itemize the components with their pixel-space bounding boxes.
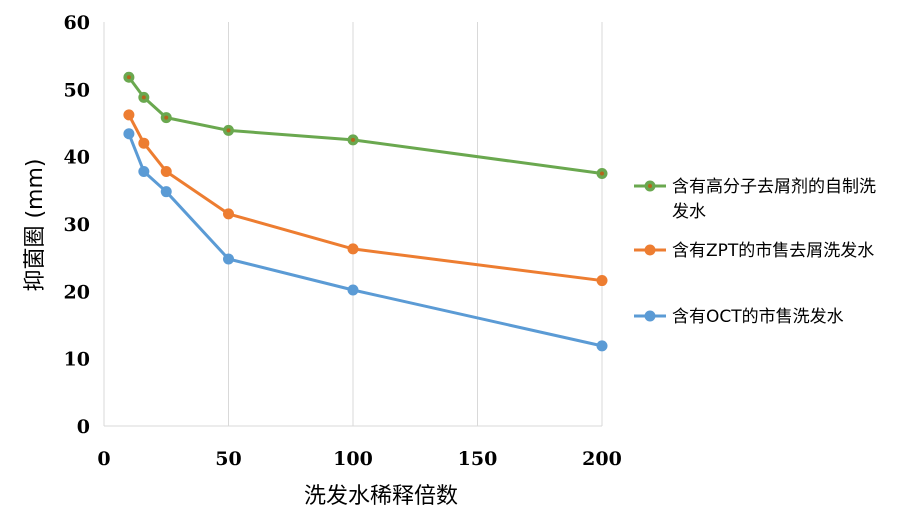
- y-tick-label-0: 0: [77, 416, 90, 438]
- y-tick-label-50: 50: [64, 79, 90, 101]
- data-point: [138, 165, 150, 177]
- x-tick-label-0: 0: [97, 448, 110, 470]
- data-point-center: [164, 115, 169, 120]
- grid-lines: [228, 22, 603, 426]
- legend-marker: [644, 310, 656, 322]
- x-tick-label-100: 100: [333, 448, 373, 470]
- data-point: [123, 128, 135, 140]
- data-point-center: [600, 171, 604, 176]
- y-axis-title: 抑菌圈 (mm): [23, 158, 48, 291]
- data-point: [123, 109, 135, 121]
- x-axis-title: 洗发水稀释倍数: [304, 484, 458, 509]
- x-tick-label-50: 50: [215, 448, 241, 470]
- data-point-center: [351, 137, 355, 142]
- data-point: [347, 284, 359, 296]
- legend-item-2: 含有OCT的市售洗发水: [634, 307, 844, 327]
- y-tick-labels: 0 10 20 30 40 50 60: [64, 12, 90, 438]
- data-point-center: [126, 75, 131, 80]
- series-line-0: [127, 76, 603, 175]
- series-0: [123, 71, 608, 179]
- legend-marker-center: [648, 184, 652, 188]
- legend-marker: [644, 244, 656, 256]
- legend-item-1: 含有ZPT的市售去屑洗发水: [634, 241, 874, 261]
- x-tick-labels: 0 50 100 150 200: [97, 448, 621, 470]
- data-point-center: [226, 128, 231, 133]
- data-point-center: [141, 95, 146, 100]
- data-point: [347, 243, 359, 255]
- x-tick-label-200: 200: [582, 448, 622, 470]
- x-tick-label-150: 150: [458, 448, 498, 470]
- y-tick-label-10: 10: [64, 349, 90, 371]
- y-tick-label-30: 30: [64, 214, 90, 236]
- data-point: [160, 186, 172, 198]
- data-point: [160, 165, 172, 177]
- legend-label: 发水: [672, 202, 706, 222]
- legend-label: 含有ZPT的市售去屑洗发水: [672, 241, 874, 261]
- y-tick-label-20: 20: [64, 281, 90, 303]
- data-point: [596, 340, 608, 352]
- series-group: [123, 71, 608, 352]
- legend-label: 含有高分子去屑剂的自制洗: [672, 177, 876, 197]
- series-1: [123, 109, 608, 287]
- data-point: [138, 137, 150, 149]
- series-line-2: [127, 133, 603, 348]
- data-point: [223, 253, 234, 265]
- data-point: [223, 208, 234, 220]
- data-point: [596, 275, 608, 287]
- series-2: [123, 128, 608, 352]
- axes: [103, 22, 602, 427]
- y-tick-label-60: 60: [64, 12, 90, 34]
- legend-label: 含有OCT的市售洗发水: [672, 307, 844, 327]
- y-tick-label-40: 40: [64, 147, 90, 169]
- series-line-1: [127, 114, 603, 283]
